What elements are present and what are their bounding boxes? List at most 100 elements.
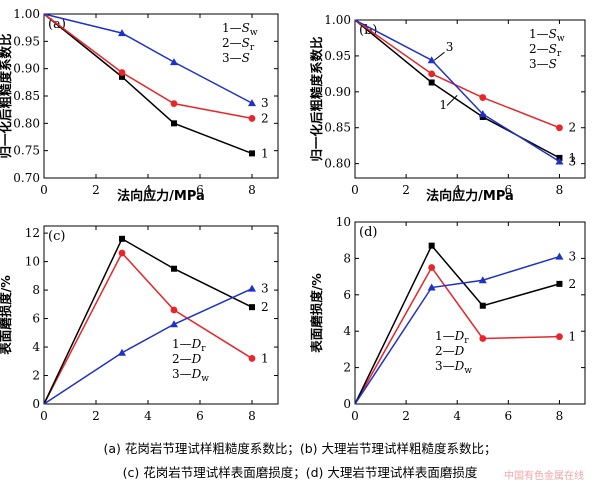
y-tick-label: 0.80 <box>324 157 351 171</box>
data-point-3 <box>118 29 126 37</box>
series-line-2 <box>43 13 253 120</box>
legend-entry: 3—S <box>222 51 250 65</box>
data-point-1 <box>556 333 563 341</box>
y-tick-label: 10 <box>25 255 40 269</box>
series-end-label-3: 3 <box>568 154 576 168</box>
data-point-2 <box>119 235 125 242</box>
data-point-3 <box>478 276 487 284</box>
data-point-3 <box>248 99 256 107</box>
series-end-label-2: 2 <box>261 111 269 125</box>
y-axis-label: 表面磨损度/% <box>0 275 13 356</box>
data-point-3 <box>118 348 126 356</box>
data-point-3 <box>170 320 178 328</box>
legend-entry: 2—D <box>435 344 465 358</box>
annotation-label-1: 1 <box>439 98 447 112</box>
legend-entry: 3—S <box>529 57 557 71</box>
legend-entry: 2—Sr <box>529 42 562 59</box>
y-tick-label: 0.90 <box>13 62 40 76</box>
y-tick-label: 4 <box>343 324 351 338</box>
x-tick-label: 6 <box>505 183 513 197</box>
data-point-2 <box>556 280 563 287</box>
series-end-label-1: 1 <box>261 351 269 365</box>
panel-label: (d) <box>359 225 377 240</box>
data-point-2 <box>556 124 563 132</box>
legend-entry: 1—Dr <box>435 329 469 346</box>
series-end-label-2: 2 <box>261 300 269 314</box>
data-point-3 <box>555 252 564 260</box>
data-point-3 <box>427 56 436 64</box>
data-point-2 <box>249 304 255 311</box>
series-line-3 <box>43 287 253 405</box>
legend-entry: 3—Dw <box>172 367 209 384</box>
series-line-1 <box>354 266 560 405</box>
series-line-3 <box>354 255 560 405</box>
annotation-leader-3 <box>433 51 445 61</box>
series-line-1 <box>43 251 253 405</box>
legend-entry: 2—D <box>172 352 202 366</box>
y-tick-label: 8 <box>32 283 40 297</box>
y-axis-label: 归一化后粗糙度系数比 <box>0 33 13 159</box>
y-tick-label: 6 <box>343 288 351 302</box>
data-point-2 <box>248 115 256 122</box>
y-tick-label: 1.00 <box>324 13 351 27</box>
data-point-1 <box>428 264 436 271</box>
x-tick-label: 0 <box>351 183 359 197</box>
y-tick-label: 0.85 <box>13 89 40 103</box>
chart-panel-b: 0 2 4 6 80.800.850.900.951.00(b)法向应力/MPa归一化后… <box>309 13 586 204</box>
x-tick-label: 0 <box>40 183 48 197</box>
data-point-2 <box>170 100 178 108</box>
x-tick-label: 6 <box>505 409 513 423</box>
data-point-1 <box>171 120 177 127</box>
series-end-label-3: 3 <box>568 250 576 264</box>
y-tick-label: 0.90 <box>324 85 351 99</box>
legend-entry: 1—Sw <box>529 27 565 44</box>
x-tick-label: 8 <box>248 409 256 423</box>
watermark: 中国有色金属在线 <box>504 471 584 482</box>
caption-line-1: (a) 花岗岩节理试样粗糙度系数比；(b) 大理岩节理试样粗糙度系数比； <box>103 441 497 456</box>
panel-label: (c) <box>48 229 65 244</box>
series-end-label-1: 1 <box>568 330 576 344</box>
legend-entry: 1—Dr <box>172 337 206 354</box>
x-tick-label: 0 <box>351 409 359 423</box>
chart-panel-d: 0 2 4 6 8 0 2 4 6 8 10 (d) 表面磨损度/% 1 2 3 1—Dr2—D3—Dw <box>309 215 586 423</box>
legend-entry: 1—Sw <box>222 21 258 38</box>
y-tick-label: 0.85 <box>324 121 351 135</box>
y-tick-label: 12 <box>25 226 40 240</box>
series-line-2 <box>354 19 560 129</box>
x-tick-label: 4 <box>144 183 152 197</box>
y-tick-label: 0 <box>32 397 40 411</box>
x-tick-label: 0 <box>40 409 48 423</box>
series-line-3 <box>43 13 253 104</box>
series-end-label-1: 1 <box>261 146 269 160</box>
y-tick-label: 0.80 <box>13 116 40 130</box>
data-point-1 <box>248 355 256 362</box>
plot-frame <box>354 19 586 179</box>
caption-line-2: (c) 花岗岩节理试样表面磨损度；(d) 大理岩节理试样表面磨损度 <box>122 465 478 480</box>
series-end-label-3: 3 <box>261 96 269 110</box>
x-tick-label: 8 <box>248 183 256 197</box>
data-point-1 <box>428 79 435 86</box>
data-point-1 <box>249 150 255 157</box>
y-tick-label: 4 <box>32 340 40 354</box>
x-tick-label: 2 <box>402 183 410 197</box>
series-end-label-2: 2 <box>568 121 576 135</box>
plot-frame <box>43 225 279 405</box>
data-point-1 <box>118 249 126 257</box>
x-tick-label: 4 <box>144 409 152 423</box>
series-line-2 <box>43 237 253 405</box>
y-axis-label: 表面磨损度/% <box>309 273 324 354</box>
x-tick-label: 4 <box>453 183 461 197</box>
y-tick-label: 0.95 <box>324 49 351 63</box>
data-point-2 <box>118 69 126 76</box>
data-point-3 <box>248 284 256 292</box>
y-tick-label: 0 <box>343 397 351 411</box>
series-end-label-3: 3 <box>261 282 269 296</box>
series-end-label-1: 1 <box>568 151 576 165</box>
data-point-3 <box>170 58 178 66</box>
data-point-1 <box>479 335 487 342</box>
data-point-3 <box>555 157 564 165</box>
y-tick-label: 2 <box>343 361 351 375</box>
plot-frame <box>354 221 586 405</box>
series-line-1 <box>43 13 253 155</box>
